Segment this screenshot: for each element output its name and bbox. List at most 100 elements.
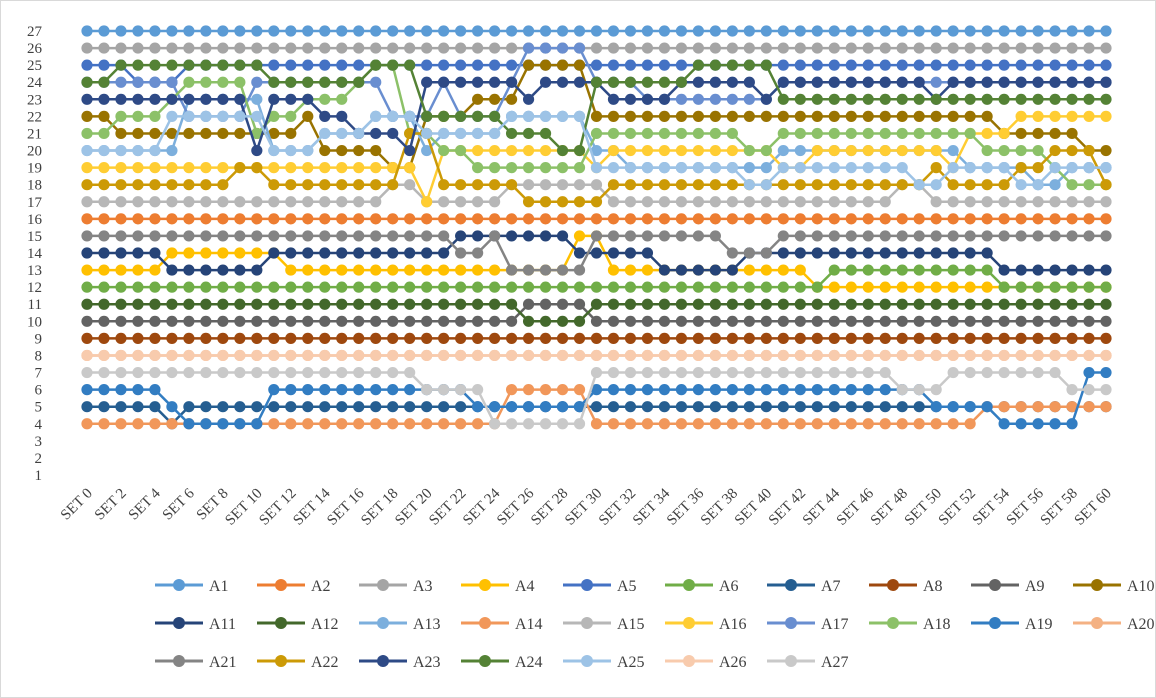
- data-point: [336, 42, 348, 54]
- data-point: [675, 315, 688, 327]
- data-point: [862, 332, 874, 344]
- data-point: [505, 315, 518, 327]
- data-point: [1066, 59, 1078, 71]
- data-point: [81, 42, 93, 54]
- data-point: [319, 315, 331, 327]
- data-point: [132, 162, 144, 174]
- data-point: [1032, 76, 1044, 88]
- data-point: [709, 179, 721, 191]
- data-point: [1049, 59, 1061, 71]
- data-point: [964, 127, 976, 140]
- data-point: [404, 144, 416, 157]
- data-point: [590, 349, 603, 362]
- data-point: [1100, 366, 1112, 379]
- data-point: [1066, 42, 1078, 54]
- data-point: [268, 144, 280, 157]
- data-point: [319, 127, 331, 140]
- y-tick-label: 1: [35, 468, 43, 484]
- x-tick-label: SET 46: [834, 485, 878, 529]
- data-point: [573, 42, 586, 54]
- data-point: [1083, 332, 1095, 344]
- data-point: [1049, 281, 1061, 293]
- data-point: [675, 127, 688, 140]
- data-point: [1032, 110, 1044, 122]
- data-point: [811, 366, 823, 379]
- data-point: [285, 418, 297, 430]
- data-point: [794, 59, 806, 71]
- data-point: [998, 196, 1010, 208]
- data-point: [539, 281, 552, 293]
- data-point: [217, 196, 229, 208]
- data-point: [998, 76, 1010, 88]
- data-point: [200, 110, 212, 122]
- data-point: [624, 93, 637, 105]
- legend-swatch-marker: [785, 617, 797, 629]
- data-point: [743, 179, 755, 191]
- data-point: [743, 349, 755, 362]
- data-point: [336, 76, 348, 88]
- data-point: [539, 384, 552, 396]
- data-point: [1015, 76, 1027, 88]
- data-point: [217, 315, 229, 327]
- data-point: [81, 418, 93, 430]
- data-point: [726, 213, 738, 225]
- data-point: [472, 315, 484, 327]
- data-point: [590, 213, 603, 225]
- data-point: [319, 349, 331, 362]
- data-point: [896, 332, 908, 344]
- data-point: [709, 59, 721, 71]
- data-point: [166, 127, 178, 140]
- data-point: [794, 42, 806, 54]
- data-point: [522, 179, 535, 191]
- data-point: [1066, 281, 1078, 293]
- data-point: [149, 144, 161, 157]
- series-a16: [81, 110, 1112, 208]
- data-point: [658, 42, 671, 54]
- data-point: [455, 384, 467, 396]
- data-point: [489, 42, 501, 54]
- data-point: [370, 110, 382, 122]
- data-point: [998, 59, 1010, 71]
- data-point: [455, 281, 467, 293]
- data-point: [1100, 196, 1112, 208]
- data-point: [947, 264, 959, 276]
- data-point: [302, 418, 314, 430]
- data-point: [658, 298, 671, 310]
- data-point: [947, 230, 959, 242]
- legend-item-a10: A10: [1073, 578, 1155, 595]
- data-point: [1100, 93, 1112, 105]
- data-point: [556, 179, 569, 191]
- data-point: [726, 349, 738, 362]
- legend-label: A14: [515, 616, 543, 633]
- data-point: [641, 247, 654, 259]
- data-point: [947, 366, 959, 379]
- data-point: [370, 315, 382, 327]
- y-tick-label: 27: [27, 24, 43, 40]
- data-point: [370, 418, 382, 430]
- legend-label: A27: [821, 654, 849, 671]
- data-point: [1083, 384, 1095, 396]
- data-point: [641, 42, 654, 54]
- data-point: [234, 59, 246, 71]
- legend-swatch-marker: [683, 579, 695, 591]
- x-tick-label: SET 56: [1004, 485, 1048, 529]
- data-point: [930, 384, 942, 396]
- data-point: [828, 42, 840, 54]
- data-point: [387, 401, 399, 413]
- data-point: [522, 384, 535, 396]
- data-point: [760, 315, 772, 327]
- data-point: [981, 110, 993, 122]
- legend-swatch-marker: [989, 579, 1001, 591]
- data-point: [404, 42, 416, 54]
- data-point: [302, 76, 314, 88]
- data-point: [828, 144, 840, 157]
- data-point: [947, 110, 959, 122]
- data-point: [183, 59, 195, 71]
- data-point: [1049, 401, 1061, 413]
- legend-label: A8: [923, 578, 943, 595]
- data-point: [556, 76, 569, 88]
- data-point: [370, 298, 382, 310]
- data-point: [556, 42, 569, 54]
- data-point: [947, 315, 959, 327]
- data-point: [438, 76, 450, 88]
